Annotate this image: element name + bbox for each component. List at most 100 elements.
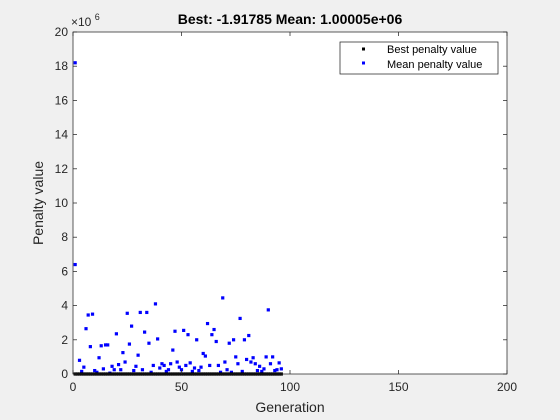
- mean-penalty-point: [197, 368, 201, 373]
- y-tick-label: 6: [61, 264, 68, 278]
- mean-penalty-point: [145, 310, 149, 315]
- mean-penalty-point: [214, 339, 218, 344]
- mean-penalty-point: [164, 369, 168, 374]
- mean-penalty-point: [95, 370, 99, 374]
- mean-penalty-point: [249, 360, 253, 364]
- x-tick-label: 50: [175, 380, 189, 394]
- mean-penalty-point: [258, 364, 262, 368]
- mean-penalty-point: [160, 362, 164, 366]
- mean-penalty-point: [223, 360, 227, 364]
- x-tick-label: 200: [497, 380, 517, 394]
- mean-penalty-point: [247, 333, 251, 338]
- mean-penalty-point: [84, 327, 88, 331]
- mean-penalty-point: [238, 316, 242, 321]
- mean-penalty-point: [80, 369, 84, 374]
- mean-penalty-point: [203, 354, 207, 358]
- mean-penalty-point: [116, 362, 121, 367]
- mean-penalty-point: [143, 330, 147, 334]
- mean-penalty-point: [125, 311, 129, 315]
- legend-marker-mean: [362, 61, 365, 65]
- mean-penalty-point: [218, 370, 223, 374]
- x-tick-label: 100: [280, 380, 300, 394]
- mean-penalty-point: [162, 363, 166, 368]
- mean-penalty-point: [264, 355, 268, 359]
- mean-penalty-point: [86, 313, 90, 317]
- mean-penalty-point: [266, 308, 270, 312]
- mean-penalty-point: [279, 367, 283, 371]
- mean-penalty-point: [136, 353, 140, 357]
- mean-penalty-point: [90, 312, 95, 316]
- legend-marker-best: [362, 47, 365, 51]
- mean-penalty-point: [153, 302, 158, 306]
- y-axis-label: Penalty value: [30, 161, 46, 245]
- mean-penalty-point: [82, 365, 86, 369]
- mean-penalty-point: [110, 364, 114, 368]
- mean-penalty-point: [147, 341, 151, 345]
- mean-penalty-point: [210, 333, 214, 337]
- legend-box: [339, 41, 499, 75]
- mean-penalty-point: [195, 338, 199, 342]
- mean-penalty-point: [225, 368, 229, 372]
- x-tick-label: 0: [70, 380, 77, 394]
- mean-penalty-point: [275, 368, 279, 372]
- mean-penalty-point: [171, 348, 175, 352]
- plot-area: [73, 32, 507, 374]
- mean-penalty-point: [88, 345, 92, 349]
- mean-penalty-point: [151, 363, 155, 368]
- y-tick-label: 10: [55, 196, 69, 210]
- mean-penalty-point: [106, 343, 110, 347]
- y-tick-label: 4: [61, 299, 68, 313]
- mean-penalty-point: [101, 367, 105, 371]
- legend: Best penalty value Mean penalty value: [339, 41, 499, 75]
- mean-penalty-point: [255, 368, 260, 373]
- y-exponent-power: 6: [95, 12, 100, 22]
- mean-penalty-point: [212, 327, 216, 332]
- mean-penalty-point: [216, 363, 220, 368]
- mean-penalty-point: [186, 333, 190, 337]
- y-tick-label: 16: [55, 93, 69, 107]
- mean-penalty-point: [73, 61, 77, 65]
- mean-penalty-point: [251, 356, 255, 360]
- mean-penalty-point: [201, 351, 205, 356]
- mean-penalty-point: [132, 368, 136, 373]
- mean-penalty-point: [129, 324, 134, 328]
- mean-penalty-point: [234, 355, 238, 359]
- y-exponent-base: ×10: [71, 15, 92, 29]
- mean-penalty-point: [173, 329, 177, 333]
- mean-penalty-point: [260, 369, 264, 374]
- x-axis-label: Generation: [255, 399, 324, 415]
- mean-penalty-point: [138, 310, 142, 315]
- mean-penalty-point: [103, 343, 108, 347]
- mean-penalty-point: [123, 360, 127, 364]
- mean-penalty-point: [99, 344, 103, 348]
- y-tick-label: 2: [61, 333, 68, 347]
- mean-penalty-point: [273, 368, 277, 373]
- mean-penalty-point: [205, 321, 210, 326]
- mean-penalty-point: [134, 364, 138, 368]
- mean-penalty-point: [253, 362, 257, 366]
- y-tick-label: 8: [61, 230, 68, 244]
- mean-penalty-point: [245, 357, 249, 362]
- mean-penalty-point: [236, 362, 240, 366]
- mean-penalty-point: [121, 351, 125, 355]
- mean-penalty-point: [77, 358, 82, 362]
- mean-penalty-point: [182, 328, 186, 332]
- y-tick-label: 20: [55, 25, 69, 39]
- x-axis-ticks: 0 50 100 150 200: [70, 32, 517, 394]
- mean-penalty-point: [179, 368, 184, 372]
- mean-penalty-point: [112, 368, 116, 372]
- y-tick-label: 12: [55, 162, 69, 176]
- mean-penalty-point: [114, 332, 118, 336]
- legend-label-best: Best penalty value: [387, 44, 477, 56]
- mean-penalty-point: [262, 367, 266, 371]
- mean-penalty-point: [208, 363, 212, 368]
- mean-penalty-point: [156, 337, 160, 341]
- mean-penalty-point: [73, 262, 77, 267]
- y-axis-ticks: 0 2 4 6 8 10 12 14 16 18 20: [55, 25, 507, 381]
- mean-penalty-point: [177, 365, 181, 369]
- mean-penalty-point: [199, 365, 203, 369]
- mean-penalty-point: [242, 338, 247, 342]
- mean-penalty-point: [140, 368, 145, 372]
- mean-penalty-point: [221, 296, 225, 300]
